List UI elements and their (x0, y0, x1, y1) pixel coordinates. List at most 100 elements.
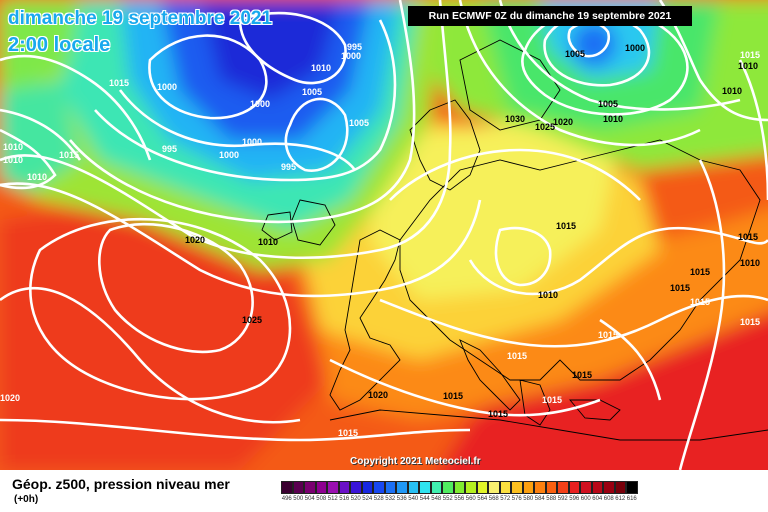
scale-tick-label: 596 (569, 496, 580, 502)
isobar-label: 1015 (670, 283, 690, 293)
color-scale: 496 500 504 508 512 516 520 524 528 532 536 540 544 5… (281, 481, 638, 502)
isobar-label: 1000 (157, 82, 177, 92)
scale-tick-label: 504 (304, 496, 315, 502)
scale-swatch (488, 481, 500, 494)
scale-swatch (568, 481, 580, 494)
scale-tick-label: 548 (431, 496, 442, 502)
scale-tick-label: 564 (477, 496, 488, 502)
run-info-text: Run ECMWF 0Z du dimanche 19 septembre 20… (428, 10, 672, 22)
scale-cell: 548 (430, 481, 442, 502)
map-canvas: 995 1000 1010 1005 1015 1000 1000 1005 1… (0, 0, 768, 470)
coastlines (261, 39, 768, 441)
scale-swatch (350, 481, 362, 494)
scale-tick-label: 536 (396, 496, 407, 502)
scale-tick-label: 576 (511, 496, 522, 502)
isobar-label: 1015 (488, 409, 508, 419)
scale-swatch (396, 481, 408, 494)
scale-swatch (614, 481, 626, 494)
scale-cell: 608 (603, 481, 615, 502)
scale-swatch (373, 481, 385, 494)
isobar-label: 1010 (27, 172, 47, 182)
isobar-label: 1000 (250, 99, 270, 109)
scale-cell: 588 (545, 481, 557, 502)
scale-swatch (327, 481, 339, 494)
isobar-label: 1000 (341, 51, 361, 61)
scale-swatch (603, 481, 615, 494)
scale-tick-label: 512 (327, 496, 338, 502)
scale-tick-label: 604 (592, 496, 603, 502)
scale-swatch (407, 481, 419, 494)
scale-tick-label: 520 (350, 496, 361, 502)
isobar-label: 1015 (740, 50, 760, 60)
scale-swatch (522, 481, 534, 494)
isobar-label: 1015 (542, 395, 562, 405)
isobars (0, 0, 768, 470)
isobar-labels: 995 1000 1010 1005 1015 1000 1000 1005 1… (0, 42, 760, 438)
scale-tick-label: 580 (523, 496, 534, 502)
scale-tick-label: 552 (442, 496, 453, 502)
scale-tick-label: 500 (293, 496, 304, 502)
scale-tick-label: 544 (419, 496, 430, 502)
scale-swatch (281, 481, 293, 494)
copyright: Copyright 2021 Meteociel.fr (350, 456, 481, 467)
forecast-date: dimanche 19 septembre 2021 (8, 8, 273, 29)
isobar-label: 1015 (443, 391, 463, 401)
scale-tick-label: 516 (339, 496, 350, 502)
scale-tick-label: 568 (488, 496, 499, 502)
isobar-label: 1030 (505, 114, 525, 124)
isobar-label: 1005 (598, 99, 618, 109)
scale-tick-label: 540 (408, 496, 419, 502)
scale-cell: 612 (614, 481, 626, 502)
isobar-label: 1010 (538, 290, 558, 300)
scale-cell: 600 (580, 481, 592, 502)
scale-cell: 504 (304, 481, 316, 502)
isobar-label: 1015 (740, 317, 760, 327)
scale-cell: 508 (315, 481, 327, 502)
scale-cell: 564 (476, 481, 488, 502)
legend-title: Géop. z500, pression niveau mer (12, 476, 230, 492)
scale-swatch (304, 481, 316, 494)
scale-swatch (476, 481, 488, 494)
scale-tick-label: 556 (454, 496, 465, 502)
isobar-label: 1000 (625, 43, 645, 53)
isobar-label: 1015 (738, 232, 758, 242)
run-info: Run ECMWF 0Z du dimanche 19 septembre 20… (408, 6, 692, 26)
scale-tick-label: 616 (626, 496, 637, 502)
scale-cell: 496 (281, 481, 293, 502)
scale-swatch (419, 481, 431, 494)
scale-swatch (591, 481, 603, 494)
scale-swatch (442, 481, 454, 494)
scale-swatch (338, 481, 350, 494)
scale-swatch (534, 481, 546, 494)
isobar-label: 1015 (572, 370, 592, 380)
isobar-label: 1015 (690, 297, 710, 307)
legend-bar: Géop. z500, pression niveau mer (+0h) 49… (0, 470, 768, 512)
isobar-label: 1015 (338, 428, 358, 438)
scale-swatch (430, 481, 442, 494)
scale-cell: 616 (626, 481, 638, 502)
scale-swatch (557, 481, 569, 494)
scale-swatch (361, 481, 373, 494)
isobar-label: 1020 (553, 117, 573, 127)
scale-cell: 584 (534, 481, 546, 502)
isobar-label: 1015 (556, 221, 576, 231)
scale-tick-label: 600 (580, 496, 591, 502)
isobar-label: 995 (281, 162, 296, 172)
isobar-label: 1015 (598, 330, 618, 340)
scale-cell: 572 (499, 481, 511, 502)
scale-cell: 500 (292, 481, 304, 502)
scale-tick-label: 528 (373, 496, 384, 502)
isobar-label: 995 (347, 42, 362, 52)
scale-cell: 592 (557, 481, 569, 502)
isobar-label: 1015 (109, 78, 129, 88)
isobar-label: 1010 (3, 155, 23, 165)
scale-swatch (626, 481, 638, 494)
forecast-time: 2:00 locale (8, 34, 111, 56)
isobar-label: 1025 (242, 315, 262, 325)
scale-cell: 576 (511, 481, 523, 502)
isobar-label: 1010 (603, 114, 623, 124)
scale-cell: 556 (453, 481, 465, 502)
isobar-label: 1015 (507, 351, 527, 361)
isobar-label: 1020 (0, 393, 20, 403)
scale-tick-label: 508 (316, 496, 327, 502)
